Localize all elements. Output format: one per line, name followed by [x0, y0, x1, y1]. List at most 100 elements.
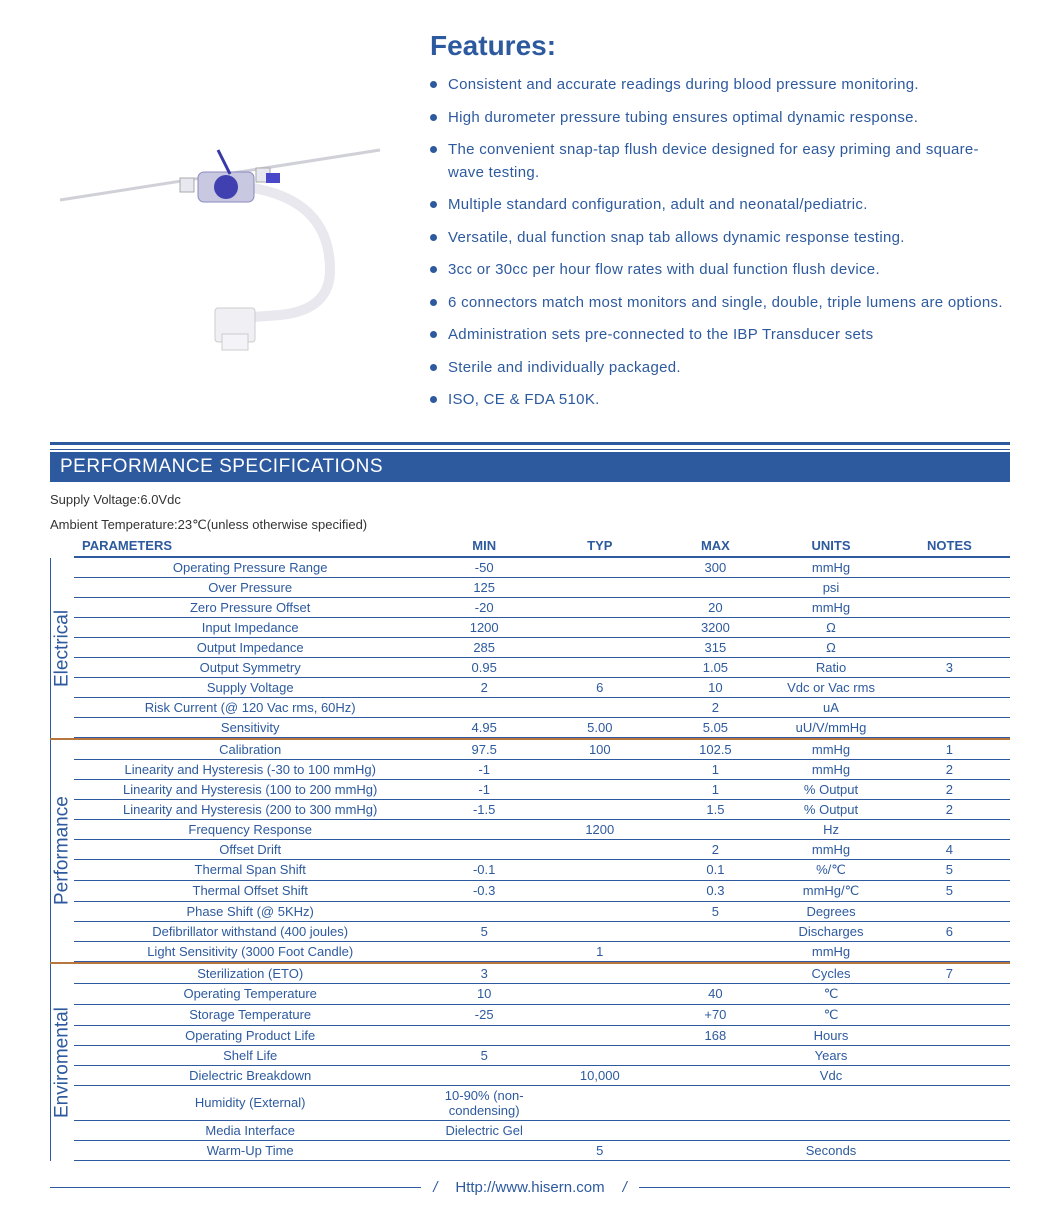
cell: Operating Pressure Range [74, 558, 426, 578]
table-row: Defibrillator withstand (400 joules)5Dis… [74, 921, 1010, 941]
footer-url[interactable]: Http://www.hisern.com [455, 1179, 604, 1196]
device-illustration [50, 90, 390, 370]
cell [426, 901, 542, 921]
cell: Operating Temperature [74, 983, 426, 1004]
cell [542, 779, 658, 799]
cell: 285 [426, 637, 542, 657]
footer-line-right [639, 1187, 1010, 1188]
cell: 3200 [658, 617, 774, 637]
feature-item: 6 connectors match most monitors and sin… [430, 292, 1010, 315]
table-row: Offset Drift2mmHg4 [74, 839, 1010, 859]
cell: psi [773, 577, 889, 597]
cell [426, 697, 542, 717]
feature-item: The convenient snap-tap flush device des… [430, 139, 1010, 184]
table-row: Supply Voltage2610Vdc or Vac rms [74, 677, 1010, 697]
cell: -25 [426, 1004, 542, 1025]
cell [889, 1065, 1010, 1085]
table-row: Dielectric Breakdown10,000Vdc [74, 1065, 1010, 1085]
cell: -50 [426, 558, 542, 578]
th-typ: TYP [542, 535, 658, 557]
cell: 0.3 [658, 880, 774, 901]
header-table: PARAMETERS MIN TYP MAX UNITS NOTES [74, 535, 1010, 558]
slash-icon: / [623, 1179, 627, 1196]
cell: %/℃ [773, 859, 889, 880]
cell [889, 637, 1010, 657]
feature-item: Sterile and individually packaged. [430, 357, 1010, 380]
table-row: Over Pressure125 psi [74, 577, 1010, 597]
cell [889, 577, 1010, 597]
cell: Over Pressure [74, 577, 426, 597]
cell: 10-90% (non-condensing) [426, 1085, 542, 1120]
cell: 3 [426, 964, 542, 984]
cell: 2 [658, 697, 774, 717]
cell: Vdc or Vac rms [773, 677, 889, 697]
table-row: Output Impedance285315Ω [74, 637, 1010, 657]
cell [426, 1025, 542, 1045]
cell [542, 697, 658, 717]
cell: mmHg [773, 740, 889, 760]
cell [889, 1004, 1010, 1025]
cell [658, 921, 774, 941]
table-row: Risk Current (@ 120 Vac rms, 60Hz)2uA [74, 697, 1010, 717]
cell [542, 1085, 658, 1120]
cell: 20 [658, 597, 774, 617]
product-image-area [50, 30, 430, 422]
cell [542, 1045, 658, 1065]
top-section: Features: Consistent and accurate readin… [0, 0, 1060, 442]
cell [426, 941, 542, 961]
cell [542, 1004, 658, 1025]
cell: 125 [426, 577, 542, 597]
cell: Ratio [773, 657, 889, 677]
feature-item: Administration sets pre-connected to the… [430, 324, 1010, 347]
cell: +70 [658, 1004, 774, 1025]
cell [773, 1120, 889, 1140]
features-area: Features: Consistent and accurate readin… [430, 30, 1010, 422]
cell: Sterilization (ETO) [74, 964, 426, 984]
table-row: Light Sensitivity (3000 Foot Candle)1mmH… [74, 941, 1010, 961]
cell: Dielectric Breakdown [74, 1065, 426, 1085]
feature-item: Multiple standard configuration, adult a… [430, 194, 1010, 217]
feature-item: Consistent and accurate readings during … [430, 74, 1010, 97]
feature-item: ISO, CE & FDA 510K. [430, 389, 1010, 412]
cell [889, 1140, 1010, 1160]
cell [889, 819, 1010, 839]
cell: Vdc [773, 1065, 889, 1085]
cell: 1 [658, 779, 774, 799]
cell [542, 597, 658, 617]
cell: 1 [542, 941, 658, 961]
rule-top [50, 442, 1010, 445]
cell [426, 1140, 542, 1160]
cell: Cycles [773, 964, 889, 984]
cell [542, 983, 658, 1004]
cell: Shelf Life [74, 1045, 426, 1065]
cell [542, 799, 658, 819]
cell [889, 617, 1010, 637]
cell [889, 597, 1010, 617]
cell [542, 859, 658, 880]
cell [542, 839, 658, 859]
cell: 5 [889, 859, 1010, 880]
cell [542, 617, 658, 637]
cell: 5 [426, 1045, 542, 1065]
cell: Risk Current (@ 120 Vac rms, 60Hz) [74, 697, 426, 717]
cell: 102.5 [658, 740, 774, 760]
cell: Storage Temperature [74, 1004, 426, 1025]
cell: Defibrillator withstand (400 joules) [74, 921, 426, 941]
cell: Output Impedance [74, 637, 426, 657]
cell: Zero Pressure Offset [74, 597, 426, 617]
cell: Light Sensitivity (3000 Foot Candle) [74, 941, 426, 961]
cell: Thermal Span Shift [74, 859, 426, 880]
table-row: Storage Temperature-25 +70℃ [74, 1004, 1010, 1025]
spec-title: PERFORMANCE SPECIFICATIONS [50, 452, 1010, 482]
feature-item: High durometer pressure tubing ensures o… [430, 107, 1010, 130]
features-list: Consistent and accurate readings during … [430, 74, 1010, 412]
cell [542, 637, 658, 657]
cell [889, 717, 1010, 737]
th-parameters: PARAMETERS [74, 535, 426, 557]
cell: Hours [773, 1025, 889, 1045]
spec-subsection: PerformanceCalibration97.5100102.5mmHg1L… [50, 738, 1010, 962]
rule-thin [50, 449, 1010, 450]
cell: Seconds [773, 1140, 889, 1160]
table-row: Sensitivity4.955.005.05uU/V/mmHg [74, 717, 1010, 737]
cell: ℃ [773, 1004, 889, 1025]
